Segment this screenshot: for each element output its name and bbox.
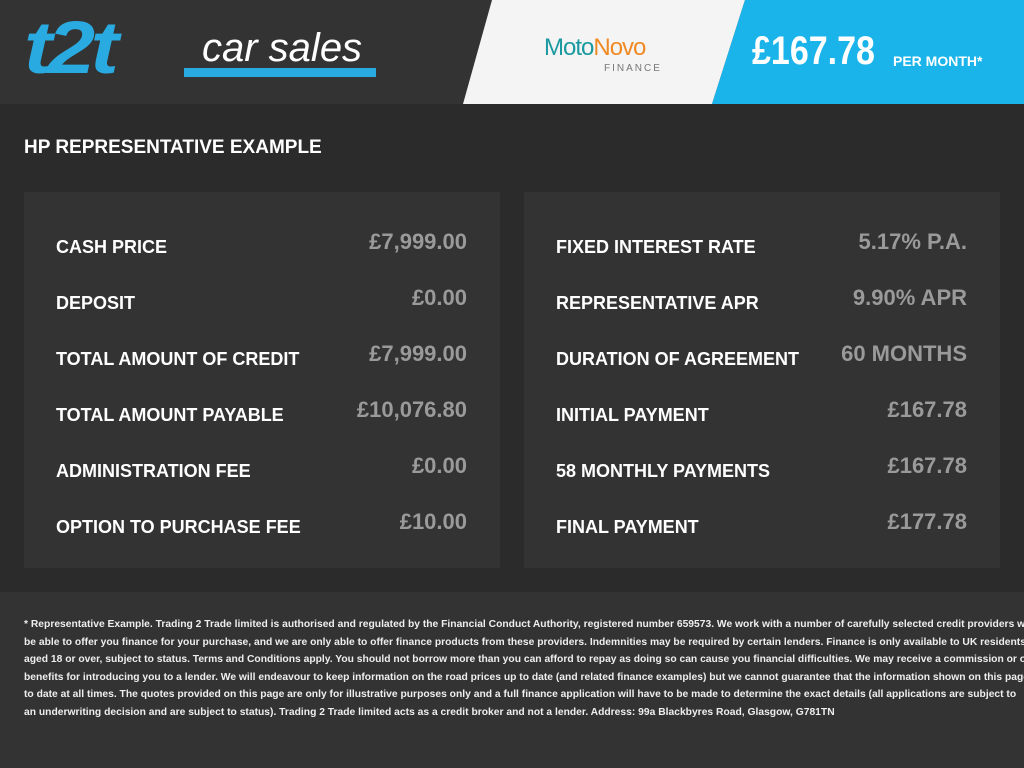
finance-value: £10,076.80 [356, 397, 467, 422]
finance-row: 58 MONTHLY PAYMENTS £167.78 [556, 453, 967, 483]
finance-panel-right: FIXED INTEREST RATE 5.17% P.A. REPRESENTAT… [524, 192, 1000, 568]
finance-value: £167.78 [887, 453, 967, 478]
disclaimer-line: * Representative Example. Trading 2 Trad… [24, 619, 1024, 630]
finance-label: ADMINISTRATION FEE [56, 461, 251, 481]
finance-row: DURATION OF AGREEMENT 60 MONTHS [556, 341, 967, 371]
finance-value: £177.78 [887, 509, 967, 534]
finance-label: 58 MONTHLY PAYMENTS [556, 461, 771, 481]
finance-label: DEPOSIT [56, 293, 136, 313]
logo-underline [184, 68, 376, 77]
finance-value: £167.78 [887, 397, 967, 422]
per-month-label: PER MONTH* [893, 53, 983, 69]
brand-logo: t2t [24, 6, 119, 89]
finance-row: FINAL PAYMENT £177.78 [556, 509, 967, 539]
monthly-price: £167.78 [752, 29, 875, 73]
disclaimer: * Representative Example. Trading 2 Trad… [0, 592, 1024, 768]
finance-label: TOTAL AMOUNT OF CREDIT [56, 349, 300, 369]
brand-logo-subtitle: car sales [202, 26, 363, 70]
finance-value: £7,999.00 [369, 341, 467, 366]
finance-value: 9.90% APR [852, 285, 967, 310]
finance-label: REPRESENTATIVE APR [556, 293, 759, 313]
finance-row: REPRESENTATIVE APR 9.90% APR [556, 285, 967, 315]
partner-logo-area [463, 0, 745, 104]
section-title: HP REPRESENTATIVE EXAMPLE [24, 137, 322, 158]
finance-value: £0.00 [411, 453, 467, 478]
finance-value: £7,999.00 [369, 229, 467, 254]
finance-value: 60 MONTHS [841, 341, 967, 366]
finance-row: ADMINISTRATION FEE £0.00 [56, 453, 467, 483]
finance-label: FINAL PAYMENT [556, 517, 699, 537]
finance-label: DURATION OF AGREEMENT [556, 349, 799, 369]
finance-row: TOTAL AMOUNT PAYABLE £10,076.80 [56, 397, 467, 427]
finance-row: FIXED INTEREST RATE 5.17% P.A. [556, 229, 967, 259]
finance-panel-left: CASH PRICE £7,999.00 DEPOSIT £0.00 TOTAL AMO… [24, 192, 500, 568]
disclaimer-line: benefits for introducing you to a lender… [24, 671, 1024, 683]
finance-value: £10.00 [399, 509, 467, 534]
disclaimer-line: be able to offer you finance for your pu… [24, 636, 1024, 648]
finance-label: INITIAL PAYMENT [556, 405, 709, 425]
finance-label: TOTAL AMOUNT PAYABLE [56, 405, 284, 425]
disclaimer-line: an underwriting decision and are subject… [24, 706, 835, 718]
finance-row: INITIAL PAYMENT £167.78 [556, 397, 967, 427]
motonovo-logo-sub: FINANCE [604, 63, 662, 74]
finance-value: £0.00 [411, 285, 467, 310]
finance-row: OPTION TO PURCHASE FEE £10.00 [56, 509, 467, 539]
price-banner [712, 0, 1024, 104]
finance-label: FIXED INTEREST RATE [556, 237, 756, 257]
disclaimer-line: to date at all times. The quotes provide… [24, 689, 1017, 701]
finance-label: OPTION TO PURCHASE FEE [56, 517, 301, 537]
finance-label: CASH PRICE [56, 237, 168, 257]
motonovo-logo: MotoNovo [544, 34, 646, 61]
disclaimer-line: aged 18 or over, subject to status. Term… [24, 654, 1024, 666]
finance-row: DEPOSIT £0.00 [56, 285, 467, 315]
finance-row: CASH PRICE £7,999.00 [56, 229, 467, 259]
header: t2t car sales MotoNovo FINANCE £167.78 P… [0, 0, 1024, 104]
finance-row: TOTAL AMOUNT OF CREDIT £7,999.00 [56, 341, 467, 371]
finance-value: 5.17% P.A. [858, 229, 967, 254]
